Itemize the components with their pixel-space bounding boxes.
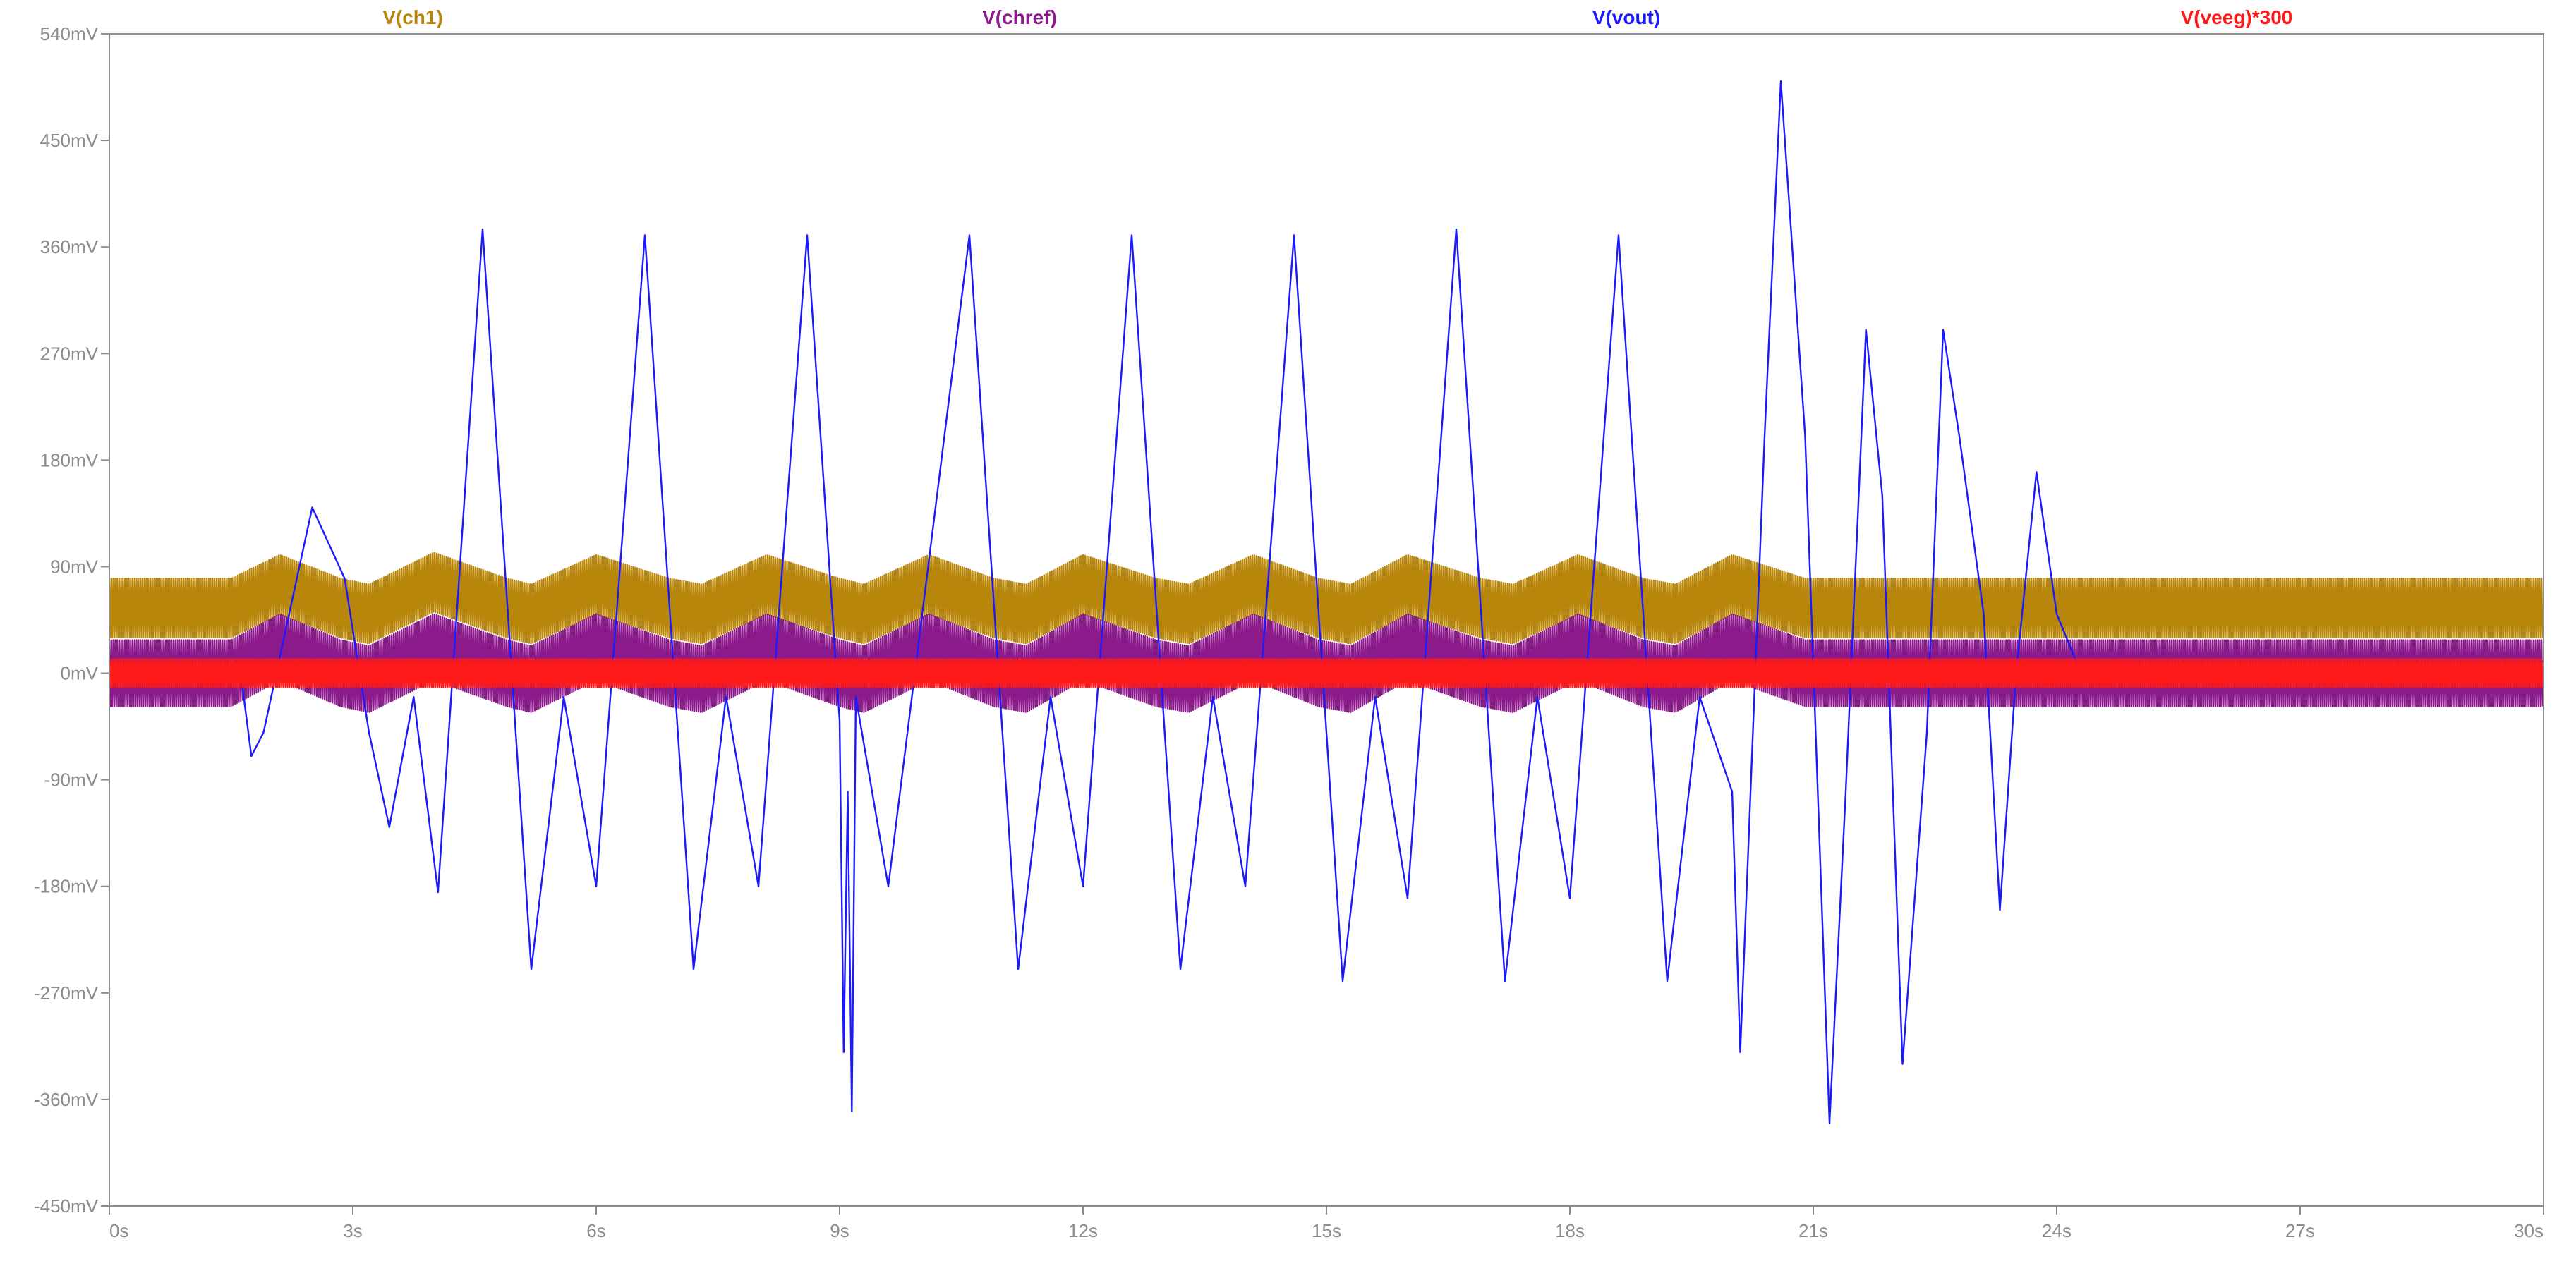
x-tick-label: 9s [830,1220,849,1241]
y-tick-label: -180mV [34,876,99,897]
y-tick-label: -270mV [34,982,99,1004]
y-tick-label: 270mV [40,343,99,364]
x-tick-label: 3s [343,1220,362,1241]
y-tick-label: -90mV [44,769,98,791]
y-tick-label: -450mV [34,1195,99,1217]
y-tick-label: 540mV [40,23,99,44]
y-tick-label: -360mV [34,1089,99,1110]
x-tick-label: 0s [109,1220,128,1241]
x-tick-label: 15s [1312,1220,1341,1241]
series-v-veeg-300 [108,658,2544,688]
legend-label: V(vout) [1592,6,1660,28]
x-tick-label: 30s [2514,1220,2544,1241]
y-tick-label: 0mV [61,663,99,684]
x-tick-label: 21s [1798,1220,1828,1241]
legend-label: V(veeg)*300 [2181,6,2293,28]
x-tick-label: 6s [586,1220,605,1241]
x-tick-label: 18s [1555,1220,1585,1241]
x-tick-label: 27s [2285,1220,2315,1241]
x-tick-label: 12s [1068,1220,1098,1241]
legend-label: V(chref) [982,6,1057,28]
y-tick-label: 360mV [40,236,99,257]
series-v-vout [109,80,2544,1124]
x-tick-label: 24s [2042,1220,2072,1241]
series-layer [108,80,2544,1124]
y-tick-label: 450mV [40,130,99,151]
legend-label: V(ch1) [382,6,443,28]
legend-layer: V(ch1) V(chref) V(vout) V(veeg)*300 [382,6,2292,28]
y-tick-label: 90mV [50,556,99,577]
series-v-ch1 [108,552,2544,645]
axes-layer: 0s 3s 6s 9s 12s 15s 18s 21s 24s 27s 30s 540mV 450mV 3… [34,23,2544,1241]
y-tick-label: 180mV [40,449,99,470]
